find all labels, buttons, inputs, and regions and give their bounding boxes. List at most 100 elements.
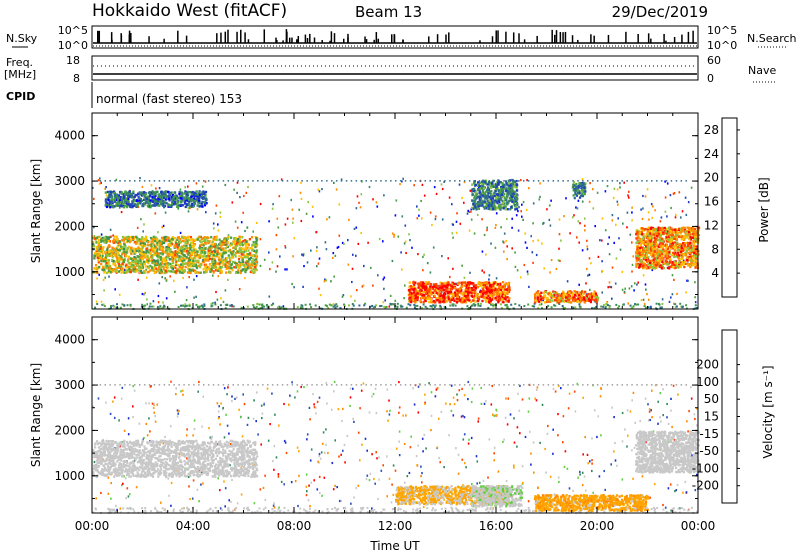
scatter-cell [523, 263, 526, 267]
nave-tick-high: 60 [707, 54, 721, 67]
echo-cell [162, 196, 166, 200]
echo-cell [196, 195, 199, 198]
echo-cell [199, 235, 202, 239]
echo-cell [642, 257, 645, 261]
echo-cell [158, 271, 161, 275]
echo-cell [219, 268, 222, 271]
echo-cell [199, 204, 202, 208]
scatter-cell [201, 306, 204, 309]
scatter-cell [473, 232, 476, 235]
echo-cell [665, 243, 668, 246]
echo-cell [135, 204, 138, 207]
echo-cell [215, 238, 218, 242]
echo-cell [246, 256, 249, 259]
echo-cell [484, 281, 487, 285]
echo-cell [448, 288, 451, 291]
echo-cell [110, 194, 113, 198]
echo-cell [414, 281, 417, 284]
scatter-cell [95, 300, 98, 303]
scatter-cell [372, 306, 375, 309]
echo-cell [179, 246, 182, 249]
echo-cell [251, 249, 254, 252]
echo-cell [198, 193, 202, 196]
echo-cell [637, 247, 640, 251]
echo-cell [501, 285, 504, 288]
echo-cell [646, 230, 649, 233]
scatter-cell [459, 222, 462, 225]
echo-cell [151, 191, 154, 194]
scatter-cell [105, 194, 108, 197]
echo-cell [473, 297, 476, 300]
scatter-cell [118, 293, 121, 296]
scatter-cell [671, 293, 674, 296]
echo-cell [170, 252, 173, 256]
echo-cell [198, 191, 201, 194]
scatter-cell [514, 251, 516, 254]
echo-cell [216, 262, 219, 265]
echo-cell [180, 266, 184, 269]
scatter-cell [224, 303, 227, 306]
scatter-cell [409, 304, 412, 307]
echo-cell [582, 296, 586, 299]
echo-cell [199, 245, 202, 248]
echo-cell [142, 203, 145, 206]
scatter-cell [278, 305, 281, 308]
scatter-cell [422, 303, 425, 306]
echo-cell [193, 263, 196, 267]
echo-cell [135, 270, 138, 273]
echo-cell [689, 238, 693, 241]
echo-cell [122, 192, 125, 196]
scatter-cell [432, 304, 435, 307]
echo-cell [504, 288, 507, 291]
echo-cell [109, 194, 112, 197]
echo-cell [159, 255, 162, 259]
scatter-cell [195, 182, 198, 185]
scatter-cell [352, 253, 354, 256]
scatter-cell [268, 220, 270, 223]
echo-cell [646, 228, 649, 231]
echo-cell [131, 200, 134, 203]
echo-cell [171, 202, 174, 205]
echo-cell [149, 252, 152, 255]
echo-cell [678, 265, 681, 268]
scatter-cell [252, 230, 254, 233]
scatter-cell [395, 199, 398, 202]
echo-cell [123, 243, 126, 246]
nsearch-label: N.Search [747, 32, 797, 45]
echo-cell [482, 281, 485, 285]
echo-cell [188, 252, 191, 255]
echo-cell [190, 192, 193, 196]
echo-cell [122, 239, 125, 242]
scatter-cell [149, 302, 152, 305]
echo-cell [155, 239, 158, 243]
echo-cell [550, 296, 553, 299]
echo-cell [587, 297, 590, 300]
echo-cell [553, 294, 556, 297]
scatter-cell [156, 306, 159, 309]
scatter-cell [601, 270, 604, 273]
echo-cell [189, 244, 192, 247]
echo-cell [539, 298, 543, 301]
scatter-cell [601, 291, 603, 294]
echo-cell [465, 298, 468, 301]
scatter-cell [606, 301, 608, 304]
scatter-cell [684, 196, 687, 199]
echo-cell [408, 292, 411, 295]
scatter-cell [333, 304, 336, 307]
echo-cell [184, 205, 187, 209]
echo-cell [136, 239, 139, 243]
scatter-cell [405, 251, 407, 255]
scatter-cell [506, 217, 508, 221]
scatter-cell [240, 306, 243, 309]
echo-cell [693, 244, 696, 248]
scatter-cell [261, 305, 264, 308]
echo-cell [194, 248, 197, 251]
echo-cell [208, 257, 211, 260]
scatter-cell [559, 259, 561, 262]
echo-cell [140, 249, 143, 252]
echo-cell [156, 259, 159, 262]
echo-cell [174, 253, 177, 256]
echo-cell [485, 296, 488, 300]
echo-cell [179, 259, 182, 262]
echo-cell [150, 243, 153, 246]
